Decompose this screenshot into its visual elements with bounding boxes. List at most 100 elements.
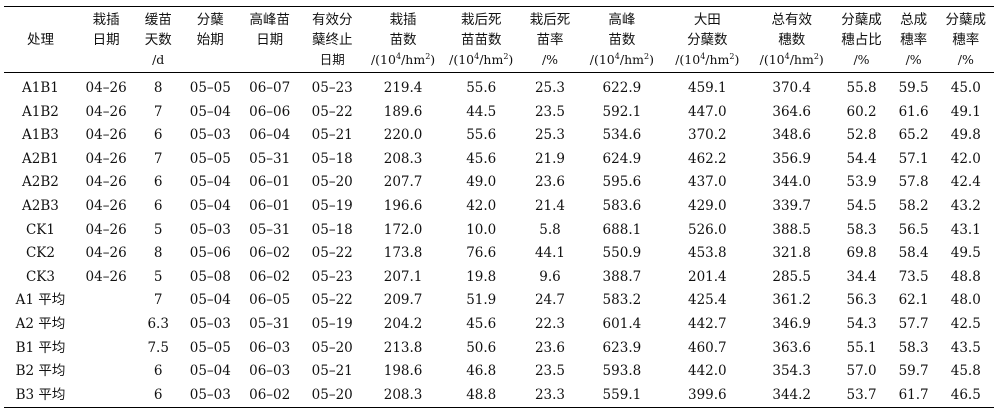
table-cell: 06–02	[249, 245, 291, 262]
table-cell: 05–22	[311, 103, 353, 120]
table-cell	[77, 337, 135, 361]
table-cell: 49.8	[950, 127, 981, 144]
table-cell: 23.6	[534, 339, 566, 356]
table-cell: 57.7	[898, 315, 929, 332]
row-label: A2 平均	[15, 315, 66, 332]
table-row: CK3 04–26 5 05–08 06–02 05–23 207.1 19.8 9.6 388.…	[4, 266, 994, 290]
table-cell: 05–04	[189, 197, 231, 214]
table-cell: 356.9	[772, 150, 812, 167]
table-cell: 5.8	[539, 221, 561, 238]
table-cell: 24.7	[534, 292, 566, 309]
table-cell: 25.3	[534, 127, 566, 144]
row-label: A1B2	[22, 103, 59, 120]
table-cell: 172.0	[383, 221, 423, 238]
table-cell: 04–26	[85, 174, 127, 191]
table-cell: 219.4	[383, 80, 423, 96]
table-cell: 04–26	[85, 245, 127, 262]
table-row: A1B2 04–26 7 05–04 06–06 05–22 189.6 44.5 23.5 59…	[4, 101, 994, 125]
column-header: 总成 穗率 /%	[889, 6, 938, 73]
column-header-line: /(104/hm2)	[759, 52, 824, 67]
column-header-line	[4, 50, 77, 70]
table-cell: 388.5	[772, 221, 812, 238]
row-label: CK1	[25, 221, 55, 238]
table-cell: 62.1	[898, 292, 929, 309]
table-cell: 207.7	[383, 174, 423, 191]
column-header-line: /(104/hm2)	[675, 52, 740, 67]
table-row: CK1 04–26 5 05–03 05–31 05–18 172.0 10.0 5.8 688.…	[4, 219, 994, 243]
table-cell: 453.8	[687, 245, 727, 262]
table-cell: 49.5	[950, 245, 981, 262]
table-cell: 54.3	[846, 315, 877, 332]
row-label: A2B1	[22, 150, 59, 167]
table-cell: 59.7	[898, 363, 929, 380]
table-cell: 173.8	[383, 245, 423, 262]
column-header-line: 处理	[26, 32, 54, 48]
table-cell: 207.1	[383, 268, 423, 285]
table-cell: 05–05	[189, 339, 231, 356]
table-cell: 05–04	[189, 174, 231, 191]
row-label: CK2	[25, 245, 55, 262]
column-header-line: 缓苗	[144, 12, 172, 28]
column-header: 栽插苗数 /(104/hm2)	[364, 6, 442, 73]
table-cell: 58.3	[846, 221, 877, 238]
column-header: 处理	[4, 6, 77, 73]
table-cell: 06–01	[249, 174, 291, 191]
table-cell: 06–02	[249, 268, 291, 285]
table-cell: 06–05	[249, 292, 291, 309]
column-header-line: 苗苗数	[460, 32, 502, 48]
table-cell: 45.0	[950, 80, 981, 96]
table-cell: 06–07	[249, 80, 291, 96]
table-row: B2 平均 6 05–04 06–03 05–21 198.6 46.8 23.5 593.8 4…	[4, 360, 994, 384]
table-cell: 05–31	[249, 150, 291, 167]
table-cell	[77, 289, 135, 313]
row-label: B1 平均	[15, 339, 66, 356]
table-cell: 53.9	[846, 174, 877, 191]
table-cell: 61.6	[898, 103, 929, 120]
column-header-line: 分蘖	[196, 12, 224, 28]
table-cell: 05–19	[311, 197, 353, 214]
column-header-line: /(104/hm2)	[589, 52, 654, 67]
table-cell: 05–06	[189, 245, 231, 262]
table-cell: 7	[153, 292, 163, 309]
column-header-line: 有效分	[311, 12, 353, 28]
table-cell: 25.3	[534, 80, 566, 96]
table-cell: 05–20	[311, 339, 353, 356]
table-cell: 363.6	[772, 339, 812, 356]
table-cell: 43.5	[950, 339, 981, 356]
table-cell: 05–23	[311, 268, 353, 285]
table-cell	[77, 313, 135, 337]
row-label: A1 平均	[15, 292, 66, 309]
table-cell: 189.6	[383, 103, 423, 120]
table-cell: 42.0	[950, 150, 981, 167]
column-header-line: /(104/hm2)	[370, 52, 436, 67]
table-cell: 05–31	[249, 221, 291, 238]
table-cell: 8	[153, 245, 163, 262]
table-cell: 05–04	[189, 103, 231, 120]
column-header-line	[4, 10, 77, 30]
table-cell: 6.3	[147, 315, 169, 332]
column-header-line: 高峰	[608, 12, 636, 28]
table-cell: 61.7	[889, 383, 938, 408]
column-header: 大田 分蘖数 /(104/hm2)	[664, 6, 751, 73]
column-header-line: 日期	[92, 32, 120, 48]
column-header-line: 栽插	[389, 12, 417, 28]
column-header: 分蘖 始期	[181, 6, 240, 73]
column-header-line: /%	[541, 52, 559, 67]
table-cell: 559.1	[579, 383, 665, 408]
table-cell: 43.2	[950, 197, 981, 214]
column-header-line: 大田	[693, 12, 721, 28]
table-cell: 05–20	[299, 383, 365, 408]
table-cell: 05–05	[189, 150, 231, 167]
column-header-line: 苗数	[389, 32, 417, 48]
table-row: CK2 04–26 8 05–06 06–02 05–22 173.8 76.6 44.1 550…	[4, 242, 994, 266]
table-cell: 344.0	[772, 174, 812, 191]
table-cell: 425.4	[687, 292, 727, 309]
table-cell: 53.7	[833, 383, 890, 408]
table-row: A2B2 04–26 6 05–04 06–01 05–20 207.7 49.0 23.6 59…	[4, 171, 994, 195]
table-cell: 346.9	[772, 315, 812, 332]
column-header-line: 穗占比	[841, 32, 882, 48]
row-label: B2 平均	[15, 363, 66, 380]
table-cell	[76, 383, 136, 408]
table-cell: 49.0	[466, 174, 497, 191]
